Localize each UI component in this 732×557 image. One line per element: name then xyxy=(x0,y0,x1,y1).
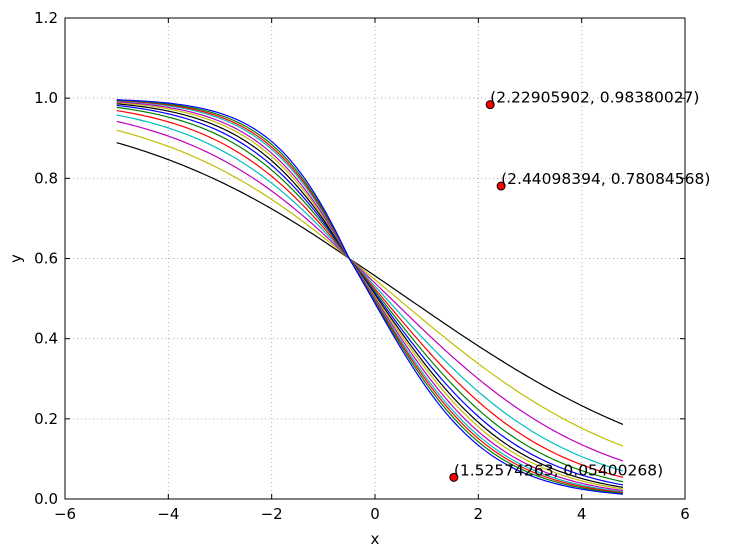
series-line xyxy=(116,129,624,447)
y-tick-label: 1.0 xyxy=(34,89,58,107)
data-point-label: (2.22905902, 0.98380027) xyxy=(490,89,699,107)
data-point-label: (2.44098394, 0.78084568) xyxy=(501,170,710,188)
y-tick-label: 0.0 xyxy=(34,490,58,508)
x-axis-label: x xyxy=(371,530,380,548)
x-tick-label: 2 xyxy=(474,505,484,523)
series-line xyxy=(116,100,624,493)
x-tick-label: 4 xyxy=(577,505,587,523)
data-point-marker xyxy=(449,472,459,482)
series-line xyxy=(116,103,624,488)
y-tick-label: 0.2 xyxy=(34,410,58,428)
series-line xyxy=(116,120,624,462)
series-line xyxy=(116,101,624,492)
ticks: −6 −4 −2 0 2 4 6 0.0 0.2 0.4 0.6 0.8 1.0 1.2 xyxy=(34,9,690,523)
series-line xyxy=(116,106,624,483)
series-line xyxy=(116,142,624,425)
x-tick-label: −6 xyxy=(54,505,76,523)
data-point-label: (1.52574263, 0.05400268) xyxy=(454,461,663,479)
y-tick-label: 0.4 xyxy=(34,330,58,348)
series-line xyxy=(116,109,624,478)
x-tick-label: 6 xyxy=(680,505,690,523)
grid xyxy=(65,18,685,499)
x-tick-label: −2 xyxy=(261,505,283,523)
data-point-marker xyxy=(485,100,495,110)
annotated-points: (2.22905902, 0.98380027) (2.44098394, 0.7… xyxy=(449,89,710,482)
y-tick-label: 0.6 xyxy=(34,250,58,268)
series-line xyxy=(116,99,624,495)
series-line xyxy=(116,99,624,494)
y-axis-label: y xyxy=(7,254,25,263)
series-line xyxy=(116,104,624,486)
x-tick-label: 0 xyxy=(370,505,380,523)
y-tick-label: 0.8 xyxy=(34,169,58,187)
series-line xyxy=(116,101,624,490)
series-line xyxy=(116,99,624,494)
series-line xyxy=(116,114,624,472)
x-tick-label: −4 xyxy=(157,505,179,523)
data-point-marker xyxy=(496,181,506,191)
y-tick-label: 1.2 xyxy=(34,9,58,27)
series-lines xyxy=(116,99,624,495)
